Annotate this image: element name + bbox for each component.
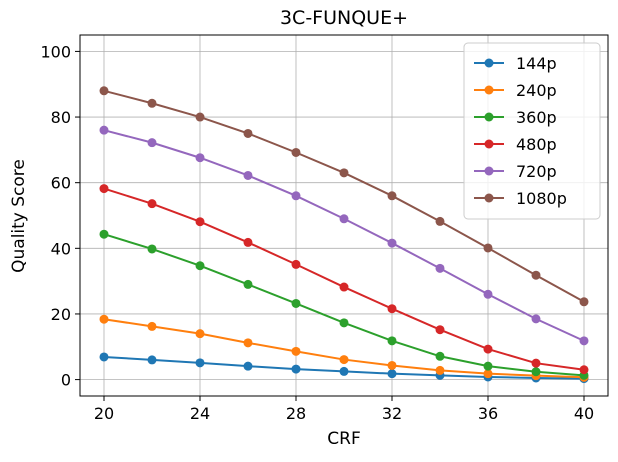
data-point	[243, 170, 253, 180]
plot-frame	[79, 34, 609, 397]
data-point	[483, 243, 493, 253]
data-point	[387, 238, 397, 248]
data-point	[243, 279, 253, 289]
legend-marker	[484, 193, 494, 203]
data-point	[243, 338, 253, 348]
data-point	[147, 199, 157, 209]
legend-marker	[484, 85, 494, 95]
data-point	[579, 365, 589, 375]
data-point	[483, 289, 493, 299]
data-point	[339, 282, 349, 292]
data-point	[387, 360, 397, 370]
x-tick-label: 40	[574, 404, 594, 423]
data-point	[243, 361, 253, 371]
x-tick-label: 36	[478, 404, 498, 423]
data-point	[99, 229, 109, 239]
data-point	[147, 321, 157, 331]
legend-marker	[484, 58, 494, 68]
legend-label: 720p	[516, 162, 557, 181]
data-point	[291, 298, 301, 308]
y-tick-label: 60	[51, 174, 71, 193]
data-point	[435, 351, 445, 361]
data-point	[147, 355, 157, 365]
x-tick-label: 28	[286, 404, 306, 423]
data-point	[339, 318, 349, 328]
data-point	[339, 168, 349, 178]
legend-label: 240p	[516, 81, 557, 100]
y-tick-label: 0	[61, 371, 71, 390]
data-point	[435, 263, 445, 273]
data-point	[291, 259, 301, 269]
y-tick-label: 80	[51, 108, 71, 127]
series-line	[103, 233, 585, 377]
data-point	[99, 352, 109, 362]
data-point	[387, 336, 397, 346]
data-point	[99, 314, 109, 324]
data-point	[195, 153, 205, 163]
data-point	[339, 214, 349, 224]
data-point	[291, 346, 301, 356]
data-point	[387, 369, 397, 379]
x-tick-label: 32	[382, 404, 402, 423]
data-point	[147, 138, 157, 148]
data-point	[195, 217, 205, 227]
data-point	[387, 191, 397, 201]
data-point	[435, 365, 445, 375]
y-tick-label: 20	[51, 305, 71, 324]
data-point	[147, 244, 157, 254]
data-point	[147, 98, 157, 108]
data-point	[291, 191, 301, 201]
data-point	[531, 367, 541, 377]
legend-marker	[484, 112, 494, 122]
x-tick-label: 20	[94, 404, 114, 423]
data-point	[99, 184, 109, 194]
legend-label: 144p	[516, 54, 557, 73]
chart-title: 3C-FUNQUE+	[280, 7, 408, 29]
data-point	[435, 216, 445, 226]
data-point	[531, 314, 541, 324]
x-axis-label: CRF	[327, 429, 360, 449]
data-point	[243, 128, 253, 138]
data-point	[435, 325, 445, 335]
data-point	[195, 358, 205, 368]
data-point	[387, 304, 397, 314]
data-point	[195, 112, 205, 122]
data-point	[483, 369, 493, 379]
y-axis-label: Quality Score	[9, 159, 29, 273]
data-point	[579, 297, 589, 307]
data-point	[99, 125, 109, 135]
legend-marker	[484, 139, 494, 149]
data-point	[291, 147, 301, 157]
legend-box	[463, 42, 601, 220]
data-point	[339, 366, 349, 376]
data-point	[483, 344, 493, 354]
legend-label: 1080p	[516, 189, 567, 208]
data-point	[339, 355, 349, 365]
x-tick-label: 24	[190, 404, 210, 423]
data-point	[531, 270, 541, 280]
legend-marker	[484, 166, 494, 176]
y-tick-label: 100	[40, 42, 71, 61]
legend-label: 360p	[516, 108, 557, 127]
data-point	[483, 361, 493, 371]
data-point	[195, 261, 205, 271]
legend-label: 480p	[516, 135, 557, 154]
data-point	[195, 329, 205, 339]
data-point	[243, 237, 253, 247]
data-point	[531, 358, 541, 368]
data-point	[99, 86, 109, 96]
data-point	[291, 364, 301, 374]
y-tick-label: 40	[51, 239, 71, 258]
data-point	[579, 336, 589, 346]
